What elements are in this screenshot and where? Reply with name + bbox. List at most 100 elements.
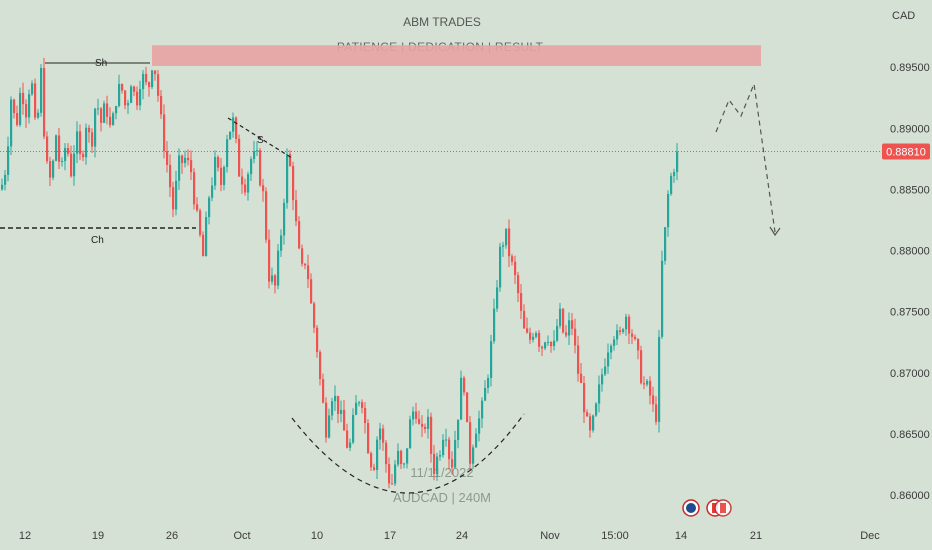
trendline-s[interactable] [227,117,293,159]
candle-body [601,374,604,385]
candle-body [301,248,304,264]
candle-body [622,329,625,332]
price-tick-label: 0.87000 [890,368,930,380]
candle-body [514,261,517,276]
candle-body [121,83,124,91]
candle-body [436,456,439,474]
supply-zone[interactable] [152,45,761,66]
projection-path[interactable] [715,81,776,233]
candle-body [505,228,508,246]
candle-body [22,92,25,105]
candle-body [166,151,169,166]
candle-body [655,404,658,422]
candle-body [373,467,376,470]
candle-body [250,159,253,175]
candle-body [106,103,109,117]
candle-body [217,157,220,168]
candle-body [430,416,433,454]
price-tick-label: 0.86000 [890,490,930,502]
candle-body [646,380,649,385]
price-tick-label: 0.86500 [890,429,930,441]
candle-body [136,91,139,106]
candle-body [67,147,70,154]
candle-body [40,67,43,113]
candle-body [163,114,166,152]
candle-body [541,346,544,349]
candle-body [331,401,334,416]
candle-body [574,328,577,346]
projection-arrowhead [769,226,781,237]
candle-body [673,172,676,176]
candle-body [472,447,475,464]
candle-body [223,167,226,185]
candle-body [676,151,679,173]
candle-body [142,73,145,90]
candle-body [403,463,406,465]
candle-body [397,450,400,465]
candle-body [583,383,586,413]
candle-body [133,86,136,92]
candle-body [640,350,643,384]
candle-body [46,136,49,162]
candle-body [553,340,556,347]
candle-body [658,336,661,422]
candle-body [160,95,163,115]
candle-body [64,147,67,161]
candle-body [34,83,37,118]
candle-body [355,402,358,415]
candle-body [406,448,409,464]
candle-body [394,464,397,484]
candle-body [124,90,127,106]
candle-body [340,409,343,414]
candle-body [484,387,487,401]
candle-body [502,245,505,247]
candle-body [328,415,331,438]
candle-body [499,246,502,288]
candle-body [286,154,289,203]
candle-body [598,384,601,404]
candle-body [235,117,238,139]
candle-body [280,235,283,251]
candle-body [463,377,466,393]
candle-body [334,395,337,402]
candle-body [202,234,205,257]
candle-body [451,459,454,468]
candle-body [610,345,613,353]
candle-body [538,332,541,347]
candle-body [7,146,10,175]
candle-body [352,414,355,443]
candle-body [220,167,223,185]
rounded-bottom-arc[interactable] [291,413,525,494]
candle-body [565,332,568,336]
candle-body [592,415,595,431]
price-axis[interactable]: 0.89500 0.89000 0.88500 0.88000 0.87500 0.870… [890,62,930,502]
candle-body [70,153,73,177]
candle-body [241,176,244,185]
candle-body [85,127,88,158]
candle-body [388,464,391,484]
time-tick-label: 24 [456,530,468,542]
candle-body [511,256,514,262]
event-icons[interactable] [682,499,732,517]
candle-body [199,210,202,235]
time-tick-label: Oct [233,530,250,542]
candle-body [346,430,349,448]
candle-body [4,174,7,185]
candle-body [82,154,85,158]
candle-body [208,197,211,218]
candle-body [205,217,208,257]
candle-body [559,308,562,326]
price-tick-label: 0.89000 [890,123,930,135]
candle-body [550,341,553,347]
candle-body [544,342,547,349]
candle-body [391,483,394,485]
candle-body [37,112,40,118]
candle-body [253,151,256,160]
swing-high-label: Sh [95,58,107,69]
candle-body [358,402,361,404]
candle-body [670,175,673,194]
candle-body [442,439,445,456]
candle-body [196,204,199,211]
time-axis[interactable]: 12 19 26 Oct 10 17 24 Nov 15:00 14 21 Dec [19,530,880,542]
